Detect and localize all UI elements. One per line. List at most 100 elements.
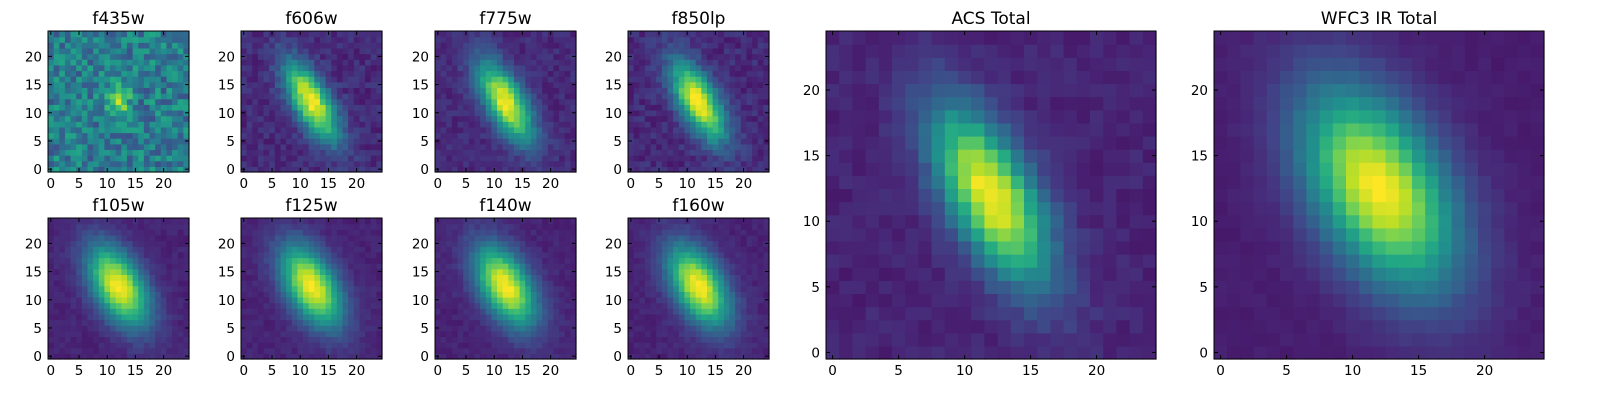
heatmap-cell [64,285,72,292]
heatmap-cell [76,70,83,77]
heatmap-cell [735,149,742,156]
heatmap-cell [59,93,66,100]
heatmap-cell [446,115,453,122]
heatmap-cell [485,93,492,100]
heatmap-cell [661,155,669,162]
heatmap-cell [98,285,105,292]
heatmap-cell [661,280,669,287]
heatmap-cell [508,160,515,167]
heatmap-cell [166,149,173,156]
heatmap-cell [678,149,685,156]
heatmap-cell [166,115,173,122]
heatmap-cell [297,155,304,162]
heatmap-cell [752,280,759,287]
heatmap-cell [763,126,770,134]
heatmap-cell [559,342,566,349]
heatmap-cell [684,325,691,332]
heatmap-cell [718,109,725,117]
heatmap-cell [257,36,265,43]
heatmap-cell [451,291,459,298]
heatmap-cell [319,308,327,315]
heatmap-cell [155,42,162,49]
heatmap-cell [564,115,571,122]
heatmap-cell [463,342,470,349]
heatmap-cell [115,155,122,162]
heatmap-cell [712,336,719,343]
heatmap-cell [553,126,560,134]
heatmap-cell [519,274,526,281]
heatmap-cell [172,93,179,100]
heatmap-cell [673,93,680,100]
heatmap-cell [457,218,464,225]
heatmap-cell [650,104,657,111]
heatmap-cell [138,246,145,253]
heatmap-cell [376,308,383,315]
heatmap-cell [155,251,162,259]
heatmap-cell [559,47,566,55]
heatmap-cell [735,280,742,287]
heatmap-cell [308,59,315,66]
heatmap-cell [59,160,66,167]
heatmap-cell [468,274,476,281]
heatmap-cell [440,93,447,100]
heatmap-cell [740,308,748,315]
heatmap-cell [308,336,315,343]
heatmap-cell [564,342,571,349]
heatmap-cell [274,342,282,349]
panel-title: f105w [92,196,144,216]
heatmap-cell [370,234,377,242]
heatmap-cell [166,223,173,230]
heatmap-cell [491,76,498,83]
heatmap-cell [166,296,173,304]
heatmap-cell [110,347,117,354]
heatmap-cell [525,149,532,156]
heatmap-cell [286,81,293,88]
heatmap-cell [104,223,111,230]
heatmap-cell [110,319,117,326]
heatmap-cell [701,47,708,55]
heatmap-cell [564,347,571,354]
heatmap-cell [121,285,128,292]
heatmap-cell [155,319,162,326]
heatmap-cell [667,296,674,304]
heatmap-cell [76,155,83,162]
heatmap-cell [553,330,560,338]
heatmap-cell [297,251,304,259]
heatmap-cell [98,274,105,281]
heatmap-cell [143,313,151,321]
heatmap-cell [491,59,498,66]
heatmap-cell [763,160,770,167]
heatmap-cell [508,42,515,49]
heatmap-cell [684,319,691,326]
heatmap-cell [542,319,549,326]
heatmap-cell [342,42,349,49]
heatmap-cell [639,268,646,275]
heatmap-cell [553,160,560,167]
heatmap-cell [166,104,173,111]
heatmap-cell [474,126,481,134]
heatmap-cell [667,36,674,43]
heatmap-cell [348,229,355,236]
heatmap-cell [628,59,635,66]
heatmap-cell [115,257,122,264]
heatmap-cell [183,342,190,349]
heatmap-cell [126,126,134,134]
heatmap-cell [308,347,315,354]
heatmap-cell [297,223,304,230]
heatmap-cell [149,302,156,309]
heatmap-cell [132,263,139,270]
heatmap-cell [342,240,349,247]
heatmap-cell [81,160,89,167]
heatmap-cell [457,302,464,309]
heatmap-cell [530,87,538,94]
heatmap-cell [331,115,338,122]
heatmap-cell [177,47,184,55]
heatmap-cell [166,257,173,264]
heatmap-cell [286,115,293,122]
heatmap-cell [303,31,310,38]
y-tick-label: 15 [218,265,235,281]
heatmap-cell [440,342,447,349]
heatmap-cell [297,115,304,122]
heatmap-cell [177,42,184,49]
